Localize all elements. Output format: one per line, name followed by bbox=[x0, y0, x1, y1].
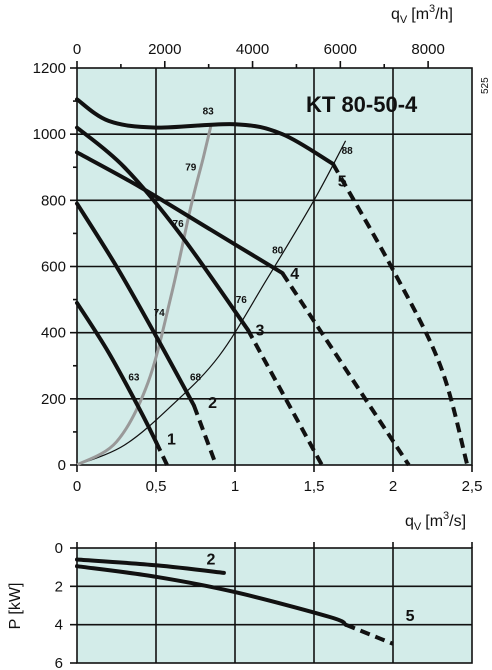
x-top-tick-label: 0 bbox=[73, 41, 81, 58]
fan-curve-1-extension bbox=[154, 440, 169, 466]
y-tick-label: 1200 bbox=[33, 60, 66, 77]
pressure-chart: 1 2 3 4 5 83 88 79 76 80 74 76 63 68 0 0,5 1 1,5 2 2,5 0 200… bbox=[33, 3, 491, 533]
power-ticks: 0 2 4 6 bbox=[55, 540, 473, 670]
fan-curve-3 bbox=[75, 125, 250, 332]
curve-label-3: 3 bbox=[256, 322, 265, 339]
fan-curve-2 bbox=[75, 201, 196, 408]
svg-text:qV[m3/h]: qV [m3/h] bbox=[391, 3, 453, 26]
fan-curve-2-extension bbox=[192, 404, 218, 466]
fan-curve-3-extension bbox=[245, 328, 324, 466]
power-y-tick-label: 0 bbox=[55, 540, 63, 557]
bottom-axis-q: q bbox=[405, 513, 414, 530]
y-tick-label: 400 bbox=[41, 325, 66, 342]
power-curve-label-5: 5 bbox=[406, 608, 415, 625]
bottom-axis-unit-sup: 3 bbox=[443, 510, 449, 522]
efficiency-label: 68 bbox=[190, 373, 202, 384]
top-axis-unit-tail: /h] bbox=[435, 6, 453, 23]
y-tick-label: 0 bbox=[58, 457, 66, 474]
power-curve-5-extension bbox=[344, 622, 394, 646]
fan-curve-4-extension bbox=[280, 272, 411, 467]
power-curve-2 bbox=[75, 557, 226, 575]
efficiency-label: 74 bbox=[154, 308, 166, 319]
fan-curve-4 bbox=[75, 150, 285, 276]
power-plot-frame bbox=[76, 547, 473, 664]
power-axis-label: P [kW] bbox=[7, 583, 24, 630]
top-axis-q: q bbox=[391, 6, 400, 23]
power-y-tick-label: 6 bbox=[55, 655, 63, 670]
efficiency-curve bbox=[76, 123, 213, 467]
efficiency-label: 79 bbox=[185, 163, 197, 174]
fan-curve-1 bbox=[75, 300, 158, 444]
y-tick-label: 800 bbox=[41, 192, 66, 209]
x-tick-label: 1,5 bbox=[304, 478, 325, 495]
x-tick-label: 1 bbox=[231, 478, 239, 495]
top-axis-unit: qV [m3/h] bbox=[391, 3, 453, 26]
power-marks: 25 bbox=[75, 552, 415, 646]
x-tick-label: 0 bbox=[73, 478, 81, 495]
efficiency-label: 76 bbox=[173, 219, 185, 230]
chart-code: 525 bbox=[480, 77, 491, 94]
x-top-tick-label: 6000 bbox=[324, 41, 357, 58]
y-tick-label: 1000 bbox=[33, 126, 66, 143]
efficiency-label: 88 bbox=[342, 146, 354, 157]
system-curve bbox=[76, 140, 347, 466]
y-tick-label: 200 bbox=[41, 391, 66, 408]
efficiency-label: 63 bbox=[128, 373, 140, 384]
top-axis-unit-sup: 3 bbox=[429, 3, 435, 15]
power-plot-area bbox=[77, 548, 472, 663]
y-tick-label: 600 bbox=[41, 259, 66, 276]
top-axis-q-sub: V bbox=[400, 14, 408, 26]
bottom-axis-unit-main: [m bbox=[425, 513, 443, 530]
bottom-axis-q-sub: V bbox=[414, 521, 422, 533]
power-y-tick-label: 4 bbox=[55, 617, 63, 634]
x-top-tick-label: 2000 bbox=[148, 41, 181, 58]
power-y-tick-label: 2 bbox=[55, 578, 63, 595]
x-tick-label: 2 bbox=[389, 478, 397, 495]
bottom-axis-unit-tail: /s] bbox=[449, 513, 466, 530]
x-tick-label: 2,5 bbox=[462, 478, 483, 495]
power-curve-5 bbox=[75, 564, 348, 627]
pressure-marks: 1 2 3 4 5 83 88 79 76 80 74 76 63 68 bbox=[75, 97, 470, 467]
pressure-ticks: 0 0,5 1 1,5 2 2,5 0 200 400 600 800 1000 1200 0 2000 40… bbox=[33, 41, 483, 495]
svg-text:qV[m3/s]: qV [m3/s] bbox=[405, 510, 466, 533]
chart-title: KT 80-50-4 bbox=[306, 92, 418, 117]
x-top-tick-label: 8000 bbox=[411, 41, 444, 58]
curve-label-4: 4 bbox=[290, 266, 299, 283]
x-top-tick-label: 4000 bbox=[236, 41, 269, 58]
efficiency-label: 83 bbox=[203, 106, 215, 117]
efficiency-label: 76 bbox=[236, 295, 248, 306]
bottom-axis-unit: qV [m3/s] bbox=[405, 510, 466, 533]
pressure-grid bbox=[77, 68, 472, 465]
x-tick-label: 0,5 bbox=[146, 478, 167, 495]
fan-curve-5-extension bbox=[331, 162, 470, 466]
fan-curve-5 bbox=[75, 97, 335, 166]
efficiency-label: 80 bbox=[272, 245, 284, 256]
power-curve-label-2: 2 bbox=[207, 552, 216, 569]
curve-label-1: 1 bbox=[167, 432, 176, 449]
top-axis-unit-main: [m bbox=[411, 6, 429, 23]
curve-label-2: 2 bbox=[208, 395, 217, 412]
curve-label-5: 5 bbox=[338, 173, 347, 190]
